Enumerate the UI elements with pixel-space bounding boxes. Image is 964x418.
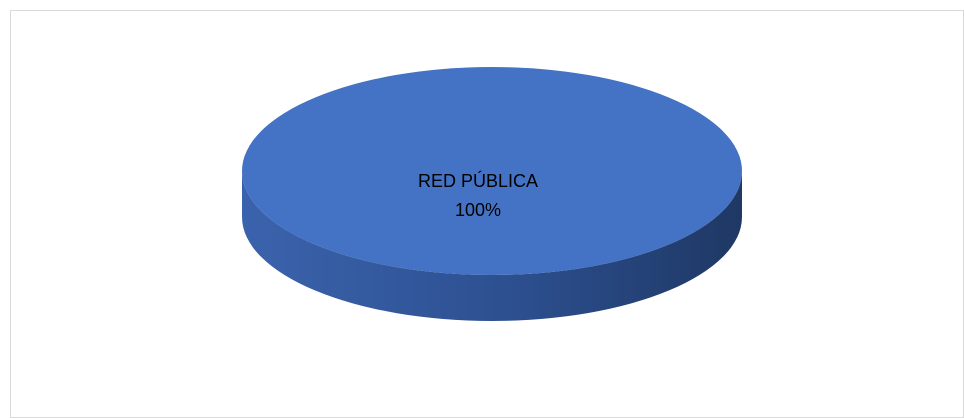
pie-slice-side[interactable] — [242, 171, 742, 321]
chart-frame: RED PÚBLICA 100% — [10, 10, 964, 418]
pie-chart: RED PÚBLICA 100% — [242, 67, 742, 321]
slice-category-label: RED PÚBLICA — [418, 170, 538, 191]
slice-percent-label: 100% — [455, 200, 501, 220]
pie-slice-top[interactable] — [242, 67, 742, 275]
